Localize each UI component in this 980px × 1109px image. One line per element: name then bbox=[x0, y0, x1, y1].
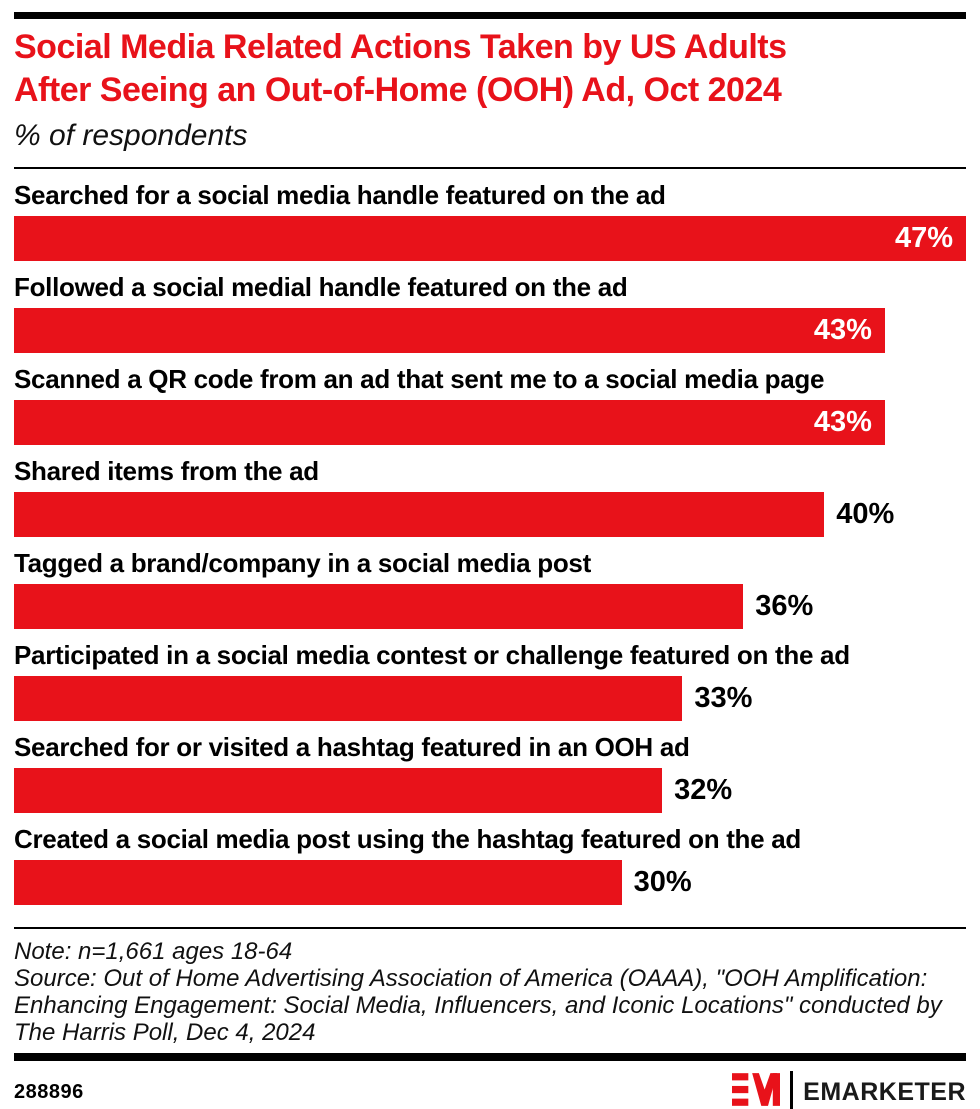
bar bbox=[14, 768, 663, 813]
chart-row: Searched for a social media handle featu… bbox=[14, 181, 966, 261]
bar-category-label: Searched for or visited a hashtag featur… bbox=[14, 732, 690, 762]
bottom-rule bbox=[14, 1053, 966, 1061]
bar-track: 30% bbox=[14, 860, 966, 905]
bar-category-label: Participated in a social media contest o… bbox=[14, 640, 850, 670]
chart-title: Social Media Related Actions Taken by US… bbox=[14, 26, 966, 112]
bar-category-label: Created a social media post using the ha… bbox=[14, 824, 801, 854]
bar bbox=[14, 584, 744, 629]
bar-value-label: 43% bbox=[813, 406, 872, 438]
bar-track: 40% bbox=[14, 492, 966, 537]
bar-value-label: 43% bbox=[813, 314, 872, 346]
bar-value-label: 36% bbox=[755, 590, 814, 622]
bar-category-label: Searched for a social media handle featu… bbox=[14, 180, 666, 210]
bar: 47% bbox=[14, 216, 966, 261]
chart-row: Searched for or visited a hashtag featur… bbox=[14, 733, 966, 813]
chart-subtitle: % of respondents bbox=[14, 119, 248, 152]
bar-track: 43% bbox=[14, 400, 966, 445]
bar-value-label: 47% bbox=[894, 222, 953, 254]
chart-row: Followed a social medial handle featured… bbox=[14, 273, 966, 353]
brand-name: EMARKETER bbox=[803, 1077, 966, 1106]
logo-separator bbox=[790, 1071, 794, 1109]
source-text: Source: Out of Home Advertising Associat… bbox=[14, 965, 942, 1046]
bar-value-label: 30% bbox=[633, 866, 692, 898]
bar-track: 47% bbox=[14, 216, 966, 261]
bar-chart: Searched for a social media handle featu… bbox=[14, 181, 966, 905]
bar: 43% bbox=[14, 400, 885, 445]
bar-value-label: 32% bbox=[674, 774, 733, 806]
bar-category-label: Scanned a QR code from an ad that sent m… bbox=[14, 364, 825, 394]
emarketer-logo: EMARKETER bbox=[732, 1071, 966, 1109]
footnote-divider bbox=[14, 927, 966, 929]
bar: 43% bbox=[14, 308, 885, 353]
bar-track: 33% bbox=[14, 676, 966, 721]
note-text: Note: n=1,661 ages 18-64 bbox=[14, 938, 293, 965]
bar bbox=[14, 676, 683, 721]
chart-row: Shared items from the ad 40% bbox=[14, 457, 966, 537]
bar-track: 43% bbox=[14, 308, 966, 353]
bar-value-label: 40% bbox=[836, 498, 895, 530]
chart-row: Scanned a QR code from an ad that sent m… bbox=[14, 365, 966, 445]
bar bbox=[14, 492, 825, 537]
bar-category-label: Shared items from the ad bbox=[14, 456, 319, 486]
footer: 288896 EMARKETER bbox=[14, 1071, 966, 1109]
chart-row: Participated in a social media contest o… bbox=[14, 641, 966, 721]
em-logo-icon bbox=[732, 1071, 781, 1109]
chart-title-line-1: Social Media Related Actions Taken by US… bbox=[14, 28, 787, 66]
header-divider bbox=[14, 167, 966, 169]
chart-row: Created a social media post using the ha… bbox=[14, 825, 966, 905]
top-rule bbox=[14, 12, 966, 19]
chart-title-line-2: After Seeing an Out-of-Home (OOH) Ad, Oc… bbox=[14, 71, 782, 109]
chart-row: Tagged a brand/company in a social media… bbox=[14, 549, 966, 629]
bar-value-label: 33% bbox=[694, 682, 753, 714]
bar-track: 36% bbox=[14, 584, 966, 629]
bar-category-label: Tagged a brand/company in a social media… bbox=[14, 548, 591, 578]
bar-category-label: Followed a social medial handle featured… bbox=[14, 272, 628, 302]
notes-block: Note: n=1,661 ages 18-64 Source: Out of … bbox=[14, 938, 966, 1046]
bar bbox=[14, 860, 622, 905]
chart-id: 288896 bbox=[14, 1080, 84, 1103]
bar-track: 32% bbox=[14, 768, 966, 813]
